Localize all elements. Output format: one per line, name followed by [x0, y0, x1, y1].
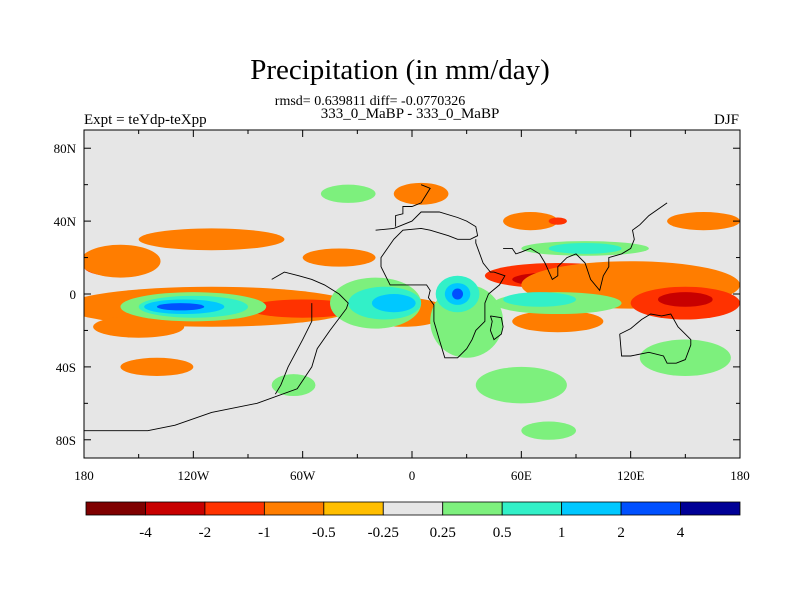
precip-region — [667, 212, 740, 231]
coastline — [619, 313, 692, 364]
y-tick-label: 40S — [56, 360, 76, 375]
colorbar-swatch — [561, 501, 622, 516]
experiment-label: Expt = teYdp-teXpp — [84, 112, 207, 128]
season-label: DJF — [713, 112, 739, 128]
precip-region — [639, 339, 731, 376]
precip-region — [93, 315, 185, 338]
precip-region — [393, 182, 449, 205]
y-tick-label: 40N — [54, 214, 77, 229]
precip-region — [120, 357, 194, 376]
x-tick-label: 0 — [409, 468, 416, 483]
colorbar-label: -0.25 — [368, 525, 399, 541]
colorbar-label: 2 — [617, 525, 625, 541]
precip-region — [271, 374, 316, 397]
colorbar-swatch — [323, 501, 384, 516]
precip-region — [371, 294, 416, 313]
precip-region — [156, 303, 205, 311]
colorbar-swatch — [620, 501, 681, 516]
stats-line: rmsd= 0.639811 diff= -0.0770326 — [274, 94, 466, 109]
colorbar-swatch — [85, 501, 146, 516]
precip-region — [548, 242, 622, 254]
precip-contour-regions — [84, 182, 740, 440]
chart-subtitle: 333_0_MaBP - 333_0_MaBP — [320, 106, 500, 122]
colorbar-swatch — [204, 501, 265, 516]
precip-region — [548, 217, 567, 225]
colorbar-swatch — [501, 501, 563, 516]
y-axis: 80N 40N 0 40S 80S — [54, 141, 740, 448]
x-tick-label: 180 — [730, 468, 750, 483]
x-axis: 180 120W 60W 0 60E 120E 180 — [74, 130, 750, 483]
precip-region — [452, 288, 464, 300]
precip-region — [138, 228, 285, 251]
coastline — [375, 211, 506, 359]
colorbar-label: -4 — [139, 525, 152, 541]
colorbar-swatch — [263, 501, 325, 516]
x-tick-label: 180 — [74, 468, 94, 483]
colorbar-label: 0.5 — [493, 525, 512, 541]
precip-region — [512, 310, 604, 333]
colorbar-swatch — [680, 501, 741, 516]
colorbar-swatch — [382, 501, 444, 516]
x-tick-label: 120W — [177, 468, 210, 483]
colorbar-label: 1 — [558, 525, 566, 541]
precip-region — [302, 248, 376, 267]
y-tick-label: 80N — [54, 141, 77, 156]
colorbar-label: -2 — [199, 525, 212, 541]
precip-region — [320, 184, 376, 203]
precip-region — [521, 421, 577, 440]
x-tick-label: 60E — [511, 468, 532, 483]
precip-region — [475, 366, 567, 404]
coastline — [395, 184, 431, 227]
colorbar-swatch — [442, 501, 503, 516]
precip-region — [503, 292, 576, 307]
coastline — [489, 315, 504, 341]
precip-region — [247, 299, 358, 318]
colorbar-label: -1 — [258, 525, 271, 541]
precip-region — [503, 212, 558, 231]
y-tick-label: 0 — [70, 287, 77, 302]
colorbar-label: 0.25 — [430, 525, 456, 541]
coastline — [503, 202, 668, 292]
precip-region — [84, 244, 161, 278]
colorbar-label: 4 — [677, 525, 685, 541]
coastline — [274, 303, 313, 395]
colorbar-swatch — [145, 501, 206, 516]
y-tick-label: 80S — [56, 433, 76, 448]
precip-region — [658, 292, 713, 307]
colorbar: -4 -2 -1 -0.5 -0.25 0.25 0.5 1 2 4 — [85, 501, 741, 541]
chart-title: Precipitation (in mm/day) — [250, 54, 550, 86]
x-tick-label: 60W — [290, 468, 316, 483]
coastline — [84, 271, 349, 432]
x-tick-label: 120E — [617, 468, 645, 483]
colorbar-label: -0.5 — [312, 525, 336, 541]
coastlines — [84, 184, 692, 432]
